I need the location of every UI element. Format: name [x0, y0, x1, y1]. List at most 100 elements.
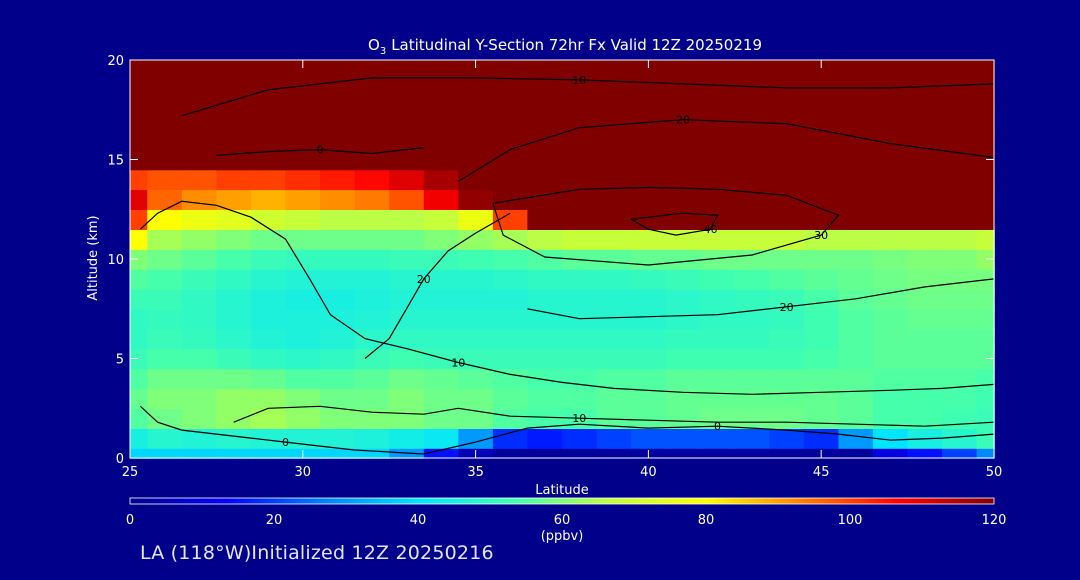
field-cell [631, 249, 667, 270]
field-cell [976, 169, 995, 191]
field-cell [130, 269, 149, 290]
field-cell [354, 169, 390, 191]
field-cell [320, 388, 356, 410]
field-cell [458, 249, 494, 270]
field-cell [631, 109, 667, 131]
field-cell [527, 428, 563, 449]
field-cell [389, 60, 425, 71]
field-cell [251, 169, 287, 191]
field-cell [423, 109, 460, 131]
field-cell [976, 348, 995, 370]
field-cell [354, 249, 390, 270]
field-cell [631, 229, 667, 250]
field-cell [251, 328, 287, 350]
field-cell [769, 89, 805, 111]
field-cell [596, 328, 632, 350]
field-cell [631, 288, 667, 310]
field-cell [130, 229, 149, 250]
field-cell [769, 388, 805, 410]
field-cell [147, 269, 183, 290]
field-cell [147, 149, 183, 171]
x-tick-label: 40 [640, 465, 657, 480]
field-cell [942, 209, 978, 230]
ozone-field [130, 60, 995, 459]
field-cell [251, 149, 287, 171]
field-cell [216, 348, 252, 370]
field-cell [838, 209, 874, 230]
field-cell [181, 69, 218, 91]
field-cell [769, 129, 805, 151]
field-cell [458, 288, 494, 310]
field-cell [130, 249, 149, 270]
field-cell [458, 129, 494, 151]
field-cell [734, 109, 771, 131]
field-cell [181, 368, 218, 390]
colorbar-tick-label: 60 [554, 513, 571, 528]
field-cell [873, 408, 909, 429]
field-cell [976, 388, 995, 410]
field-cell [942, 169, 978, 191]
field-cell [354, 109, 390, 131]
field-cell [423, 269, 460, 290]
field-cell [976, 308, 995, 330]
field-cell [803, 308, 840, 330]
field-cell [942, 69, 978, 91]
field-cell [458, 209, 494, 230]
field-cell [942, 288, 978, 310]
field-cell [285, 368, 321, 390]
field-cell [803, 388, 840, 410]
field-cell [700, 368, 736, 390]
field-cell [907, 408, 943, 429]
field-cell [734, 189, 771, 210]
colorbar-tick-label: 20 [266, 513, 283, 528]
field-cell [976, 209, 995, 230]
field-cell [734, 448, 771, 459]
field-cell [130, 388, 149, 410]
field-cell [458, 109, 494, 131]
field-cell [458, 189, 494, 210]
field-cell [527, 448, 563, 459]
field-cell [700, 348, 736, 370]
field-cell [942, 388, 978, 410]
field-cell [181, 109, 218, 131]
field-cell [942, 328, 978, 350]
field-cell [631, 408, 667, 429]
field-cell [251, 288, 287, 310]
field-cell [147, 328, 183, 350]
field-cell [130, 60, 149, 71]
field-cell [631, 129, 667, 151]
field-cell [320, 109, 356, 131]
field-cell [769, 348, 805, 370]
field-cell [130, 189, 149, 210]
field-cell [527, 288, 563, 310]
field-cell [147, 109, 183, 131]
field-cell [251, 308, 287, 330]
field-cell [216, 288, 252, 310]
field-cell [320, 348, 356, 370]
field-cell [838, 388, 874, 410]
field-cell [423, 60, 460, 71]
field-cell [389, 269, 425, 290]
field-cell [596, 109, 632, 131]
field-cell [458, 229, 494, 250]
contour-line [181, 77, 995, 117]
field-cell [354, 189, 390, 210]
field-cell [838, 69, 874, 91]
field-cell [700, 89, 736, 111]
field-cell [389, 249, 425, 270]
field-cell [492, 129, 529, 151]
field-cell [320, 408, 356, 429]
field-cell [285, 69, 321, 91]
y-tick-label: 20 [107, 54, 124, 69]
contour-label: 10 [572, 412, 586, 425]
x-axis-label: Latitude [535, 483, 589, 498]
field-cell [976, 60, 995, 71]
field-cell [423, 368, 460, 390]
field-cell [147, 388, 183, 410]
field-cell [527, 328, 563, 350]
contour-lines: 0 0 10 10 20 20 20 30 10 40 0 [139, 74, 995, 455]
field-cell [320, 288, 356, 310]
field-cell [769, 448, 805, 459]
field-cell [596, 149, 632, 171]
field-cell [130, 89, 149, 111]
